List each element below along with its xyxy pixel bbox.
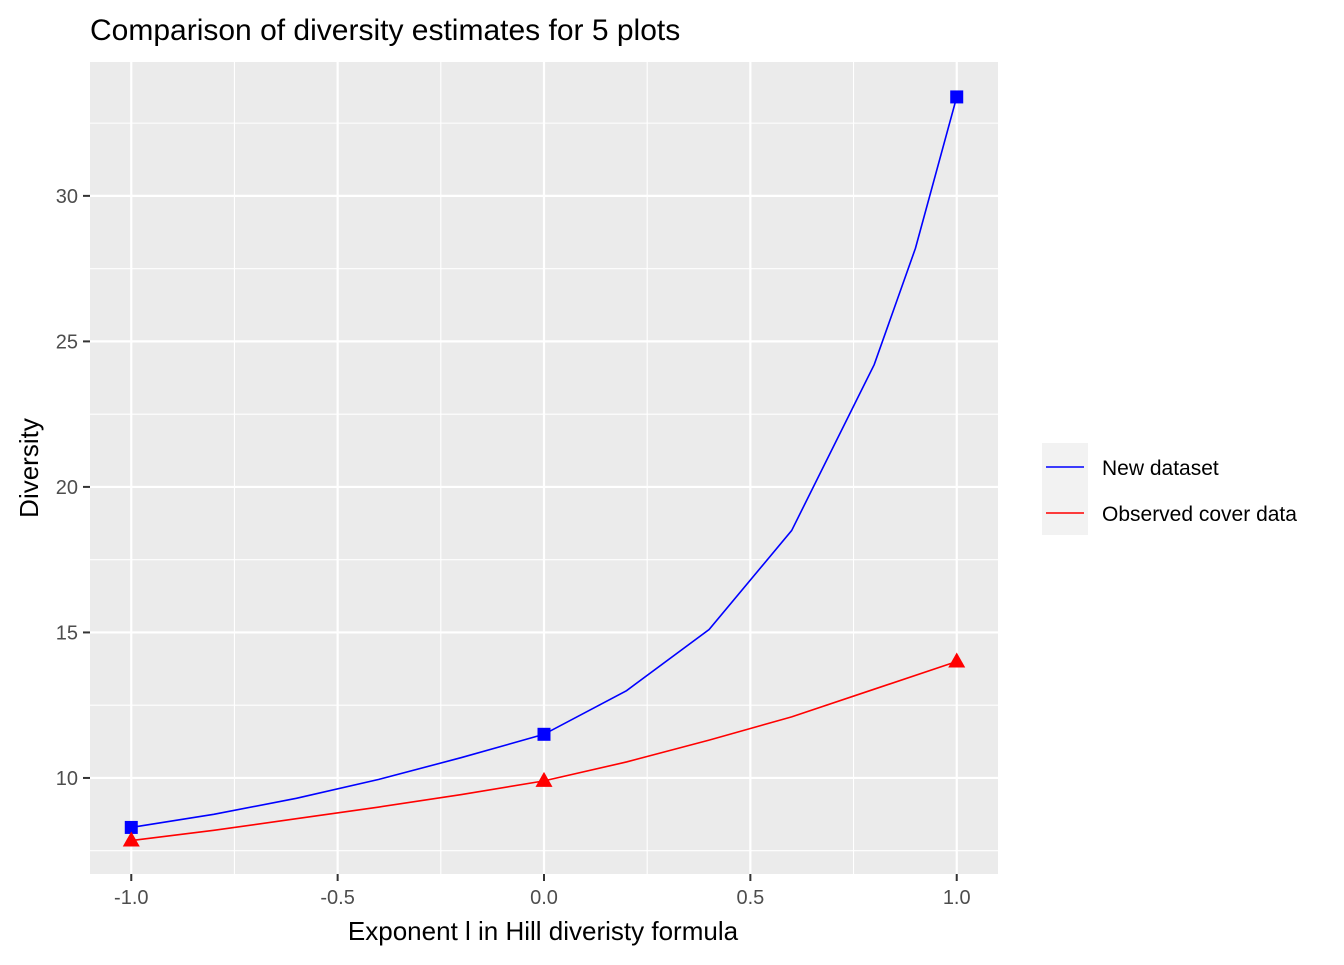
x-tick-label: 1.0 <box>943 887 971 909</box>
x-axis: -1.0 -0.5 0.0 0.5 1.0 <box>114 874 971 909</box>
data-point-new-dataset <box>537 727 551 741</box>
series-line-new-dataset <box>131 96 958 829</box>
y-tick-label: 30 <box>56 186 78 208</box>
y-tick-label: 25 <box>56 331 78 353</box>
data-point-new-dataset <box>950 90 964 104</box>
y-tick-label: 15 <box>56 622 78 644</box>
data-point-new-dataset <box>124 820 138 834</box>
series-markers <box>122 90 966 847</box>
x-tick-label: 0.0 <box>530 887 558 909</box>
chart-title: Comparison of diversity estimates for 5 … <box>90 14 680 47</box>
data-point-observed-cover-data <box>535 771 553 787</box>
y-tick-label: 10 <box>56 768 78 790</box>
y-axis-label: Diversity <box>14 418 44 518</box>
legend: New dataset Observed cover data <box>1042 443 1297 535</box>
legend-key-background <box>1042 443 1088 535</box>
x-tick-label: 0.5 <box>736 887 764 909</box>
major-gridlines <box>90 62 998 874</box>
legend-label-observed-cover-data: Observed cover data <box>1102 503 1297 526</box>
data-point-observed-cover-data <box>948 652 966 668</box>
legend-label-new-dataset: New dataset <box>1102 457 1219 480</box>
y-tick-label: 20 <box>56 477 78 499</box>
data-point-observed-cover-data <box>122 831 140 847</box>
x-axis-label: Exponent l in Hill diveristy formula <box>348 916 739 946</box>
x-tick-label: -0.5 <box>320 887 354 909</box>
y-axis: 10 15 20 25 30 <box>56 186 90 790</box>
x-tick-label: -1.0 <box>114 887 148 909</box>
